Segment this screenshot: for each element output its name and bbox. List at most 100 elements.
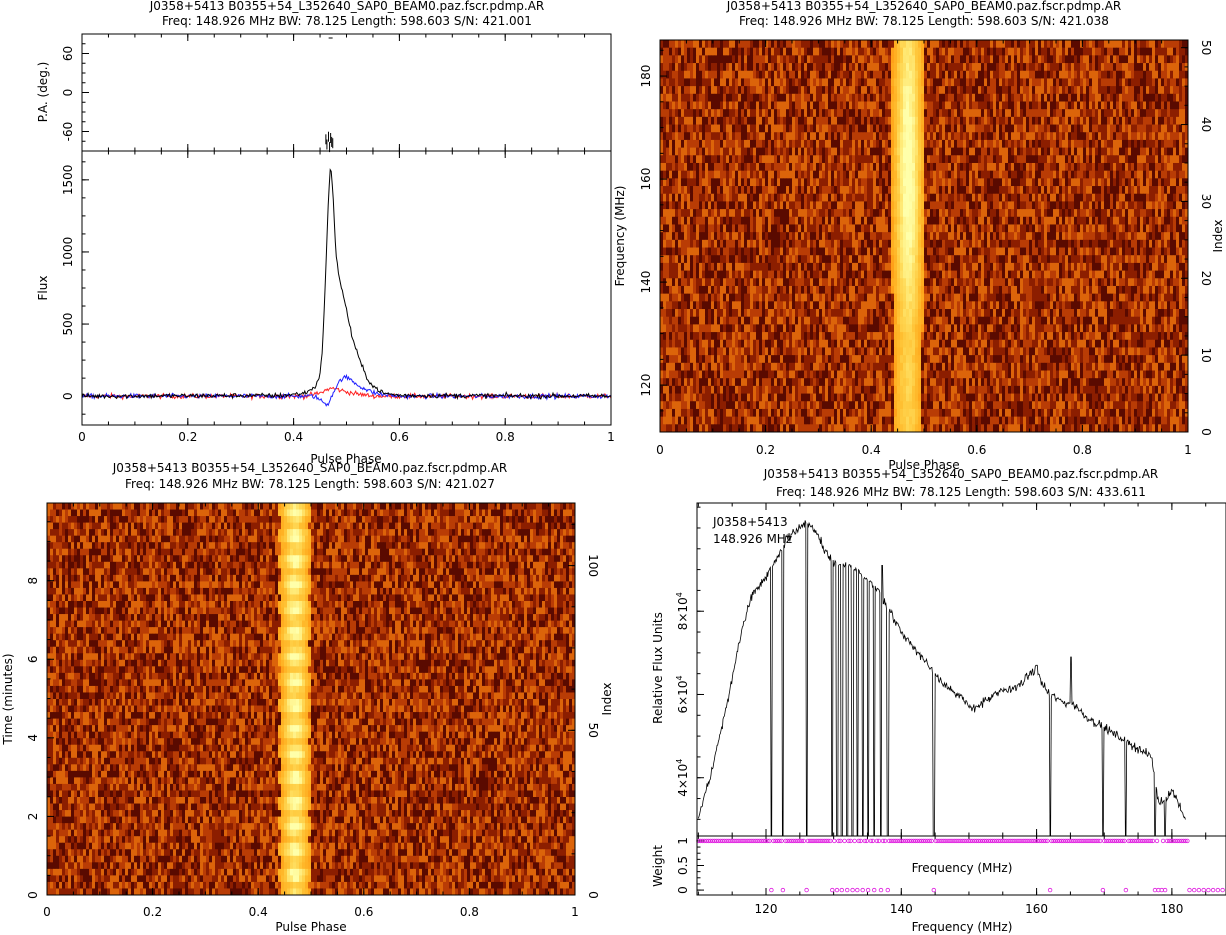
heatmap-cell xyxy=(1059,55,1062,63)
heatmap-cell xyxy=(825,63,828,71)
heatmap-cell xyxy=(996,171,999,179)
heatmap-cell xyxy=(831,248,834,256)
heatmap-cell xyxy=(678,240,681,248)
heatmap-cell xyxy=(993,71,996,79)
heatmap-cell xyxy=(783,148,786,156)
x-tick-label: 0.2 xyxy=(178,430,197,444)
heatmap-cell xyxy=(987,55,990,63)
heatmap-cell xyxy=(738,163,741,171)
heatmap-cell xyxy=(828,186,831,194)
heatmap-cell xyxy=(771,94,774,102)
heatmap-cell xyxy=(1134,209,1137,217)
heatmap-cell xyxy=(744,101,747,109)
heatmap-cell xyxy=(1095,224,1098,232)
heatmap-cell xyxy=(801,125,804,133)
heatmap-cell xyxy=(666,201,669,209)
heatmap-cell xyxy=(1023,148,1026,156)
heatmap-cell xyxy=(1113,117,1116,125)
heatmap-cell xyxy=(783,109,786,117)
heatmap-cell xyxy=(900,171,903,179)
heatmap-cell xyxy=(819,155,822,163)
heatmap-cell xyxy=(1110,94,1113,102)
heatmap-cell xyxy=(822,186,825,194)
heatmap-cell xyxy=(942,40,945,48)
heatmap-cell xyxy=(858,40,861,48)
heatmap-cell xyxy=(687,201,690,209)
heatmap-cell xyxy=(783,217,786,225)
heatmap-cell xyxy=(1047,240,1050,248)
heatmap-cell xyxy=(1149,171,1152,179)
heatmap-cell xyxy=(969,178,972,186)
heatmap-cell xyxy=(882,101,885,109)
heatmap-cell xyxy=(1122,217,1125,225)
heatmap-cell xyxy=(690,71,693,79)
heatmap-cell xyxy=(1047,209,1050,217)
heatmap-cell xyxy=(840,117,843,125)
heatmap-cell xyxy=(732,63,735,71)
heatmap-cell xyxy=(741,209,744,217)
heatmap-cell xyxy=(759,194,762,202)
heatmap-cell xyxy=(930,178,933,186)
heatmap-cell xyxy=(1053,201,1056,209)
heatmap-cell xyxy=(945,224,948,232)
heatmap-cell xyxy=(951,48,954,56)
heatmap-cell xyxy=(996,155,999,163)
heatmap-cell xyxy=(666,86,669,94)
heatmap-cell xyxy=(1038,240,1041,248)
heatmap-cell xyxy=(1167,240,1170,248)
heatmap-cell xyxy=(684,201,687,209)
heatmap-cell xyxy=(681,186,684,194)
heatmap-cell xyxy=(669,94,672,102)
heatmap-cell xyxy=(1137,94,1140,102)
heatmap-cell xyxy=(1101,40,1104,48)
heatmap-cell xyxy=(894,186,897,194)
heatmap-cell xyxy=(1044,178,1047,186)
heatmap-cell xyxy=(750,132,753,140)
heatmap-cell xyxy=(1137,209,1140,217)
heatmap-cell xyxy=(1113,101,1116,109)
heatmap-cell xyxy=(990,140,993,148)
heatmap-cell xyxy=(1158,155,1161,163)
heatmap-cell xyxy=(678,40,681,48)
heatmap-cell xyxy=(1005,155,1008,163)
heatmap-cell xyxy=(840,140,843,148)
heatmap-cell xyxy=(1047,63,1050,71)
heatmap-cell xyxy=(789,201,792,209)
heatmap-cell xyxy=(993,232,996,240)
heatmap-cell xyxy=(837,125,840,133)
heatmap-cell xyxy=(1173,194,1176,202)
heatmap-cell xyxy=(1089,186,1092,194)
heatmap-cell xyxy=(1101,101,1104,109)
heatmap-cell xyxy=(1161,132,1164,140)
heatmap-cell xyxy=(765,48,768,56)
heatmap-cell xyxy=(1149,155,1152,163)
heatmap-cell xyxy=(837,109,840,117)
heatmap-cell xyxy=(897,48,900,56)
heatmap-cell xyxy=(1050,148,1053,156)
heatmap-cell xyxy=(714,78,717,86)
heatmap-cell xyxy=(801,78,804,86)
heatmap-cell xyxy=(1110,148,1113,156)
heatmap-cell xyxy=(774,148,777,156)
heatmap-cell xyxy=(885,125,888,133)
heatmap-cell xyxy=(729,232,732,240)
heatmap-cell xyxy=(1086,224,1089,232)
heatmap-cell xyxy=(750,163,753,171)
heatmap-cell xyxy=(852,248,855,256)
heatmap-cell xyxy=(1131,109,1134,117)
heatmap-cell xyxy=(1164,109,1167,117)
heatmap-cell xyxy=(717,178,720,186)
heatmap-cell xyxy=(1020,132,1023,140)
heatmap-cell xyxy=(906,155,909,163)
heatmap-cell xyxy=(924,78,927,86)
heatmap-cell xyxy=(1065,40,1068,48)
heatmap-cell xyxy=(861,201,864,209)
heatmap-cell xyxy=(840,171,843,179)
heatmap-cell xyxy=(690,109,693,117)
heatmap-cell xyxy=(1080,240,1083,248)
heatmap-cell xyxy=(1014,132,1017,140)
heatmap-cell xyxy=(999,78,1002,86)
heatmap-cell xyxy=(738,178,741,186)
heatmap-cell xyxy=(744,109,747,117)
heatmap-cell xyxy=(942,86,945,94)
